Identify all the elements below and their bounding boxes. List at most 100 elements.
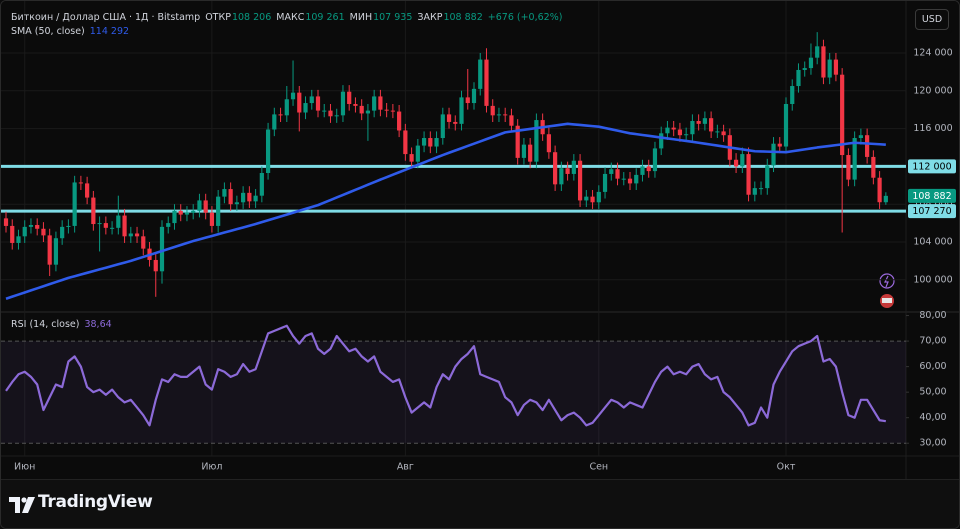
candle-body xyxy=(3,218,9,226)
candle-body xyxy=(278,114,283,116)
candle-body xyxy=(590,196,595,203)
rsi-band xyxy=(1,341,906,444)
candle-body xyxy=(234,202,239,205)
candle-body xyxy=(790,86,795,104)
flag-icon[interactable] xyxy=(880,294,894,308)
candle-body xyxy=(883,195,888,203)
candle-body xyxy=(471,88,477,104)
candle-body xyxy=(66,225,71,227)
candle-body xyxy=(534,120,539,162)
candle-body xyxy=(272,114,277,130)
candle-body xyxy=(372,96,377,111)
candle-body xyxy=(659,133,664,149)
candle-body xyxy=(109,227,115,229)
ohlc-key: ЗАКР xyxy=(417,12,443,23)
candle-body xyxy=(796,69,801,87)
candle-body xyxy=(702,118,707,124)
sma-value: 114 292 xyxy=(89,26,130,37)
candle-body xyxy=(97,223,102,225)
price-change: +676 (+0,62%) xyxy=(487,12,563,23)
candle-body xyxy=(640,166,645,175)
y-tick-label: 100 000 xyxy=(913,274,952,285)
candle-body xyxy=(440,114,445,139)
currency-button[interactable]: USD xyxy=(915,9,949,30)
candle-body xyxy=(303,103,308,113)
candle-body xyxy=(184,212,190,215)
candle-body xyxy=(740,154,745,167)
ohlc-value: 109 261 xyxy=(305,12,345,23)
candle-body xyxy=(166,223,171,227)
y-tick-label: 80,00 xyxy=(919,310,946,321)
candle-body xyxy=(228,189,233,205)
alert-icon[interactable] xyxy=(879,273,895,289)
candle-body xyxy=(378,96,383,110)
candle-body xyxy=(721,131,726,136)
candle-body xyxy=(840,74,845,156)
rsi-name: RSI (14, close) xyxy=(11,319,80,330)
candle-body xyxy=(609,169,614,174)
candle-body xyxy=(521,144,527,158)
candle-body xyxy=(646,166,651,172)
candle-body xyxy=(634,174,639,184)
price-tag-label: 108 882 xyxy=(912,191,951,202)
candle-body xyxy=(709,118,714,132)
candle-body xyxy=(827,59,832,78)
candle-body xyxy=(584,196,589,201)
candle-body xyxy=(47,235,52,265)
level-tag xyxy=(908,204,956,219)
candle-body xyxy=(284,99,289,116)
candle-body xyxy=(490,105,495,116)
y-tick-label: 50,00 xyxy=(919,387,946,398)
candle-body xyxy=(877,177,882,203)
candle-body xyxy=(309,96,314,104)
candle-body xyxy=(28,224,34,227)
candle-body xyxy=(365,110,371,114)
candle-body xyxy=(602,173,608,192)
candle-body xyxy=(153,259,158,272)
symbol-legend: Биткоин / Доллар США · 1Д · Bitstamp ОТКР… xyxy=(11,12,567,23)
candle-body xyxy=(871,156,876,178)
candle-body xyxy=(621,178,626,180)
x-tick-label: Сен xyxy=(589,462,608,473)
candle-body xyxy=(290,92,296,100)
footer: TradingView xyxy=(1,479,959,528)
ohlc-value: 108 206 xyxy=(231,12,272,23)
level-tag xyxy=(908,159,956,174)
candle-body xyxy=(652,148,658,172)
candle-body xyxy=(122,215,127,237)
candle-body xyxy=(259,172,264,196)
candle-body xyxy=(35,224,40,229)
x-tick-label: Июл xyxy=(201,462,222,473)
candle-body xyxy=(627,178,633,184)
candle-body xyxy=(503,114,508,116)
sma-line xyxy=(5,122,886,300)
candle-body xyxy=(746,154,751,195)
candle-body xyxy=(72,182,77,226)
candle-body xyxy=(322,110,327,112)
candle-body xyxy=(528,144,533,162)
candle-body xyxy=(353,103,358,106)
ohlc-value: 107 935 xyxy=(373,12,413,23)
ohlc-key: ОТКР xyxy=(205,12,231,23)
candle-body xyxy=(671,127,676,130)
candle-body xyxy=(865,135,870,157)
y-tick-label: 116 000 xyxy=(913,123,952,134)
rsi-value: 38,64 xyxy=(84,319,112,330)
candle-body xyxy=(428,138,433,147)
candle-body xyxy=(852,138,857,180)
candle-body xyxy=(559,168,564,185)
candle-body xyxy=(733,159,739,167)
candle-body xyxy=(846,155,851,180)
candle-body xyxy=(384,109,389,111)
candle-body xyxy=(802,68,807,70)
level-tag-label: 107 270 xyxy=(912,206,951,217)
candle-body xyxy=(453,121,458,124)
candle-body xyxy=(546,134,551,153)
brand-logo xyxy=(9,497,35,513)
y-tick-label: 120 000 xyxy=(913,85,952,96)
candle-body xyxy=(409,154,414,162)
candle-body xyxy=(209,212,215,226)
ohlc-key: МАКС xyxy=(276,12,305,23)
candle-body xyxy=(334,115,339,117)
